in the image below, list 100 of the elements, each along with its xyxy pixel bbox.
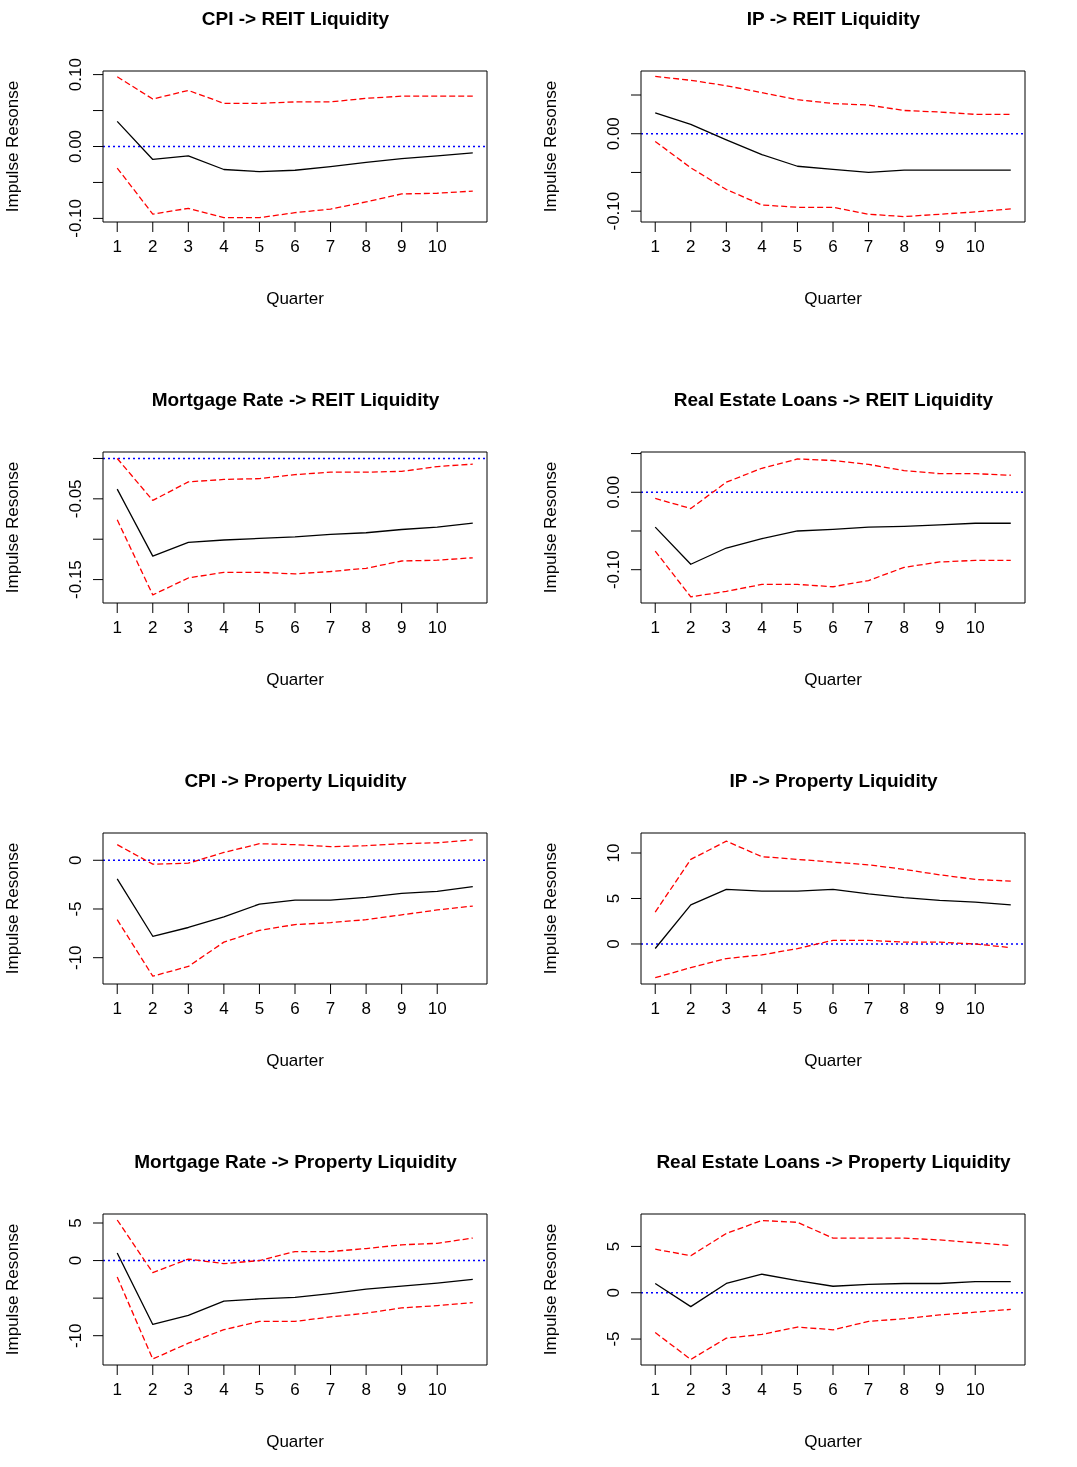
x-tick-label: 1 <box>112 618 122 638</box>
y-axis-title: Impulse Resonse <box>3 461 23 594</box>
x-tick-label: 7 <box>863 618 874 638</box>
x-tick-label: 9 <box>396 999 407 1019</box>
y-tick-label: 5 <box>604 1241 623 1252</box>
x-tick-label: 1 <box>650 618 660 638</box>
y-tick-label: 0 <box>66 1255 85 1266</box>
x-tick-label: 8 <box>361 999 371 1019</box>
x-tick-label: 2 <box>148 618 158 638</box>
x-axis-title: Quarter <box>266 670 325 690</box>
x-tick-label: 5 <box>254 999 265 1019</box>
x-tick-label: 3 <box>721 237 732 257</box>
y-axis-title: Impulse Resonse <box>541 842 561 975</box>
x-tick-label: 10 <box>965 618 985 638</box>
x-tick-label: 10 <box>965 999 985 1019</box>
y-tick-label: 0.10 <box>66 58 85 92</box>
x-tick-label: 1 <box>650 1380 660 1400</box>
chart-title: Real Estate Loans -> Property Liquidity <box>655 1151 1012 1173</box>
y-tick-label: -10 <box>66 1323 85 1348</box>
x-tick-label: 1 <box>650 999 660 1019</box>
x-axis-title: Quarter <box>266 289 325 309</box>
x-tick-label: 4 <box>219 999 229 1019</box>
x-tick-label: 6 <box>290 618 300 638</box>
x-axis-title: Quarter <box>804 1051 863 1071</box>
x-tick-label: 1 <box>650 237 660 257</box>
x-tick-label: 5 <box>792 1380 803 1400</box>
y-tick-label: -0.10 <box>604 191 623 231</box>
x-tick-label: 8 <box>361 237 371 257</box>
x-tick-label: 5 <box>792 999 803 1019</box>
x-tick-label: 5 <box>792 237 803 257</box>
x-tick-label: 5 <box>792 618 803 638</box>
x-axis-title: Quarter <box>804 1432 863 1452</box>
x-tick-label: 8 <box>899 237 909 257</box>
y-tick-label: 0 <box>66 855 85 866</box>
y-tick-label: 10 <box>604 843 623 863</box>
x-tick-label: 3 <box>183 237 194 257</box>
chart-title: Real Estate Loans -> REIT Liquidity <box>672 389 995 411</box>
x-tick-label: 7 <box>325 237 336 257</box>
x-tick-label: 4 <box>757 999 767 1019</box>
x-tick-label: 1 <box>112 999 122 1019</box>
x-tick-label: 7 <box>325 1380 336 1400</box>
x-axis-title: Quarter <box>804 670 863 690</box>
x-tick-label: 2 <box>686 999 696 1019</box>
chart-title: Mortgage Rate -> Property Liquidity <box>133 1151 458 1173</box>
x-tick-label: 9 <box>396 1380 407 1400</box>
x-tick-label: 7 <box>863 1380 874 1400</box>
x-tick-label: 1 <box>112 237 122 257</box>
chart-title: CPI -> REIT Liquidity <box>200 8 391 30</box>
x-tick-label: 8 <box>899 618 909 638</box>
x-tick-label: 3 <box>183 618 194 638</box>
x-tick-label: 2 <box>148 237 158 257</box>
x-tick-label: 9 <box>396 237 407 257</box>
x-axis-title: Quarter <box>266 1051 325 1071</box>
x-tick-label: 7 <box>863 237 874 257</box>
chart-title: IP -> REIT Liquidity <box>745 8 922 30</box>
x-tick-label: 6 <box>828 237 838 257</box>
y-tick-label: 5 <box>604 893 623 904</box>
x-tick-label: 2 <box>148 999 158 1019</box>
x-tick-label: 10 <box>965 237 985 257</box>
x-tick-label: 3 <box>721 618 732 638</box>
x-tick-label: 9 <box>396 618 407 638</box>
x-tick-label: 2 <box>686 237 696 257</box>
y-axis-title: Impulse Resonse <box>3 1223 23 1356</box>
x-tick-label: 2 <box>148 1380 158 1400</box>
x-tick-label: 10 <box>427 1380 447 1400</box>
y-tick-label: 0.00 <box>66 129 85 164</box>
chart-title: CPI -> Property Liquidity <box>183 770 408 792</box>
x-tick-label: 3 <box>721 1380 732 1400</box>
chart-title: IP -> Property Liquidity <box>728 770 939 792</box>
x-tick-label: 9 <box>934 1380 945 1400</box>
x-tick-label: 3 <box>183 1380 194 1400</box>
x-tick-label: 10 <box>427 618 447 638</box>
x-tick-label: 9 <box>934 999 945 1019</box>
x-tick-label: 8 <box>899 1380 909 1400</box>
y-tick-label: -0.10 <box>604 550 623 590</box>
y-tick-label: -5 <box>604 1331 623 1347</box>
y-tick-label: -0.15 <box>66 560 85 599</box>
x-tick-label: 5 <box>254 618 265 638</box>
x-tick-label: 7 <box>325 618 336 638</box>
x-tick-label: 8 <box>361 618 371 638</box>
y-tick-label: -10 <box>66 945 85 970</box>
x-tick-label: 9 <box>934 618 945 638</box>
x-tick-label: 6 <box>290 1380 300 1400</box>
x-tick-label: 1 <box>112 1380 122 1400</box>
x-tick-label: 6 <box>828 999 838 1019</box>
x-tick-label: 6 <box>290 237 300 257</box>
x-tick-label: 10 <box>965 1380 985 1400</box>
x-tick-label: 8 <box>899 999 909 1019</box>
x-tick-label: 5 <box>254 1380 265 1400</box>
x-axis-title: Quarter <box>804 289 863 309</box>
x-tick-label: 6 <box>290 999 300 1019</box>
x-tick-label: 9 <box>934 237 945 257</box>
x-tick-label: 6 <box>828 1380 838 1400</box>
x-axis-title: Quarter <box>266 1432 325 1452</box>
x-tick-label: 5 <box>254 237 265 257</box>
x-tick-label: 4 <box>757 237 767 257</box>
x-tick-label: 7 <box>325 999 336 1019</box>
x-tick-label: 10 <box>427 999 447 1019</box>
y-tick-label: 0.00 <box>604 475 623 509</box>
chart-title: Mortgage Rate -> REIT Liquidity <box>150 389 441 411</box>
